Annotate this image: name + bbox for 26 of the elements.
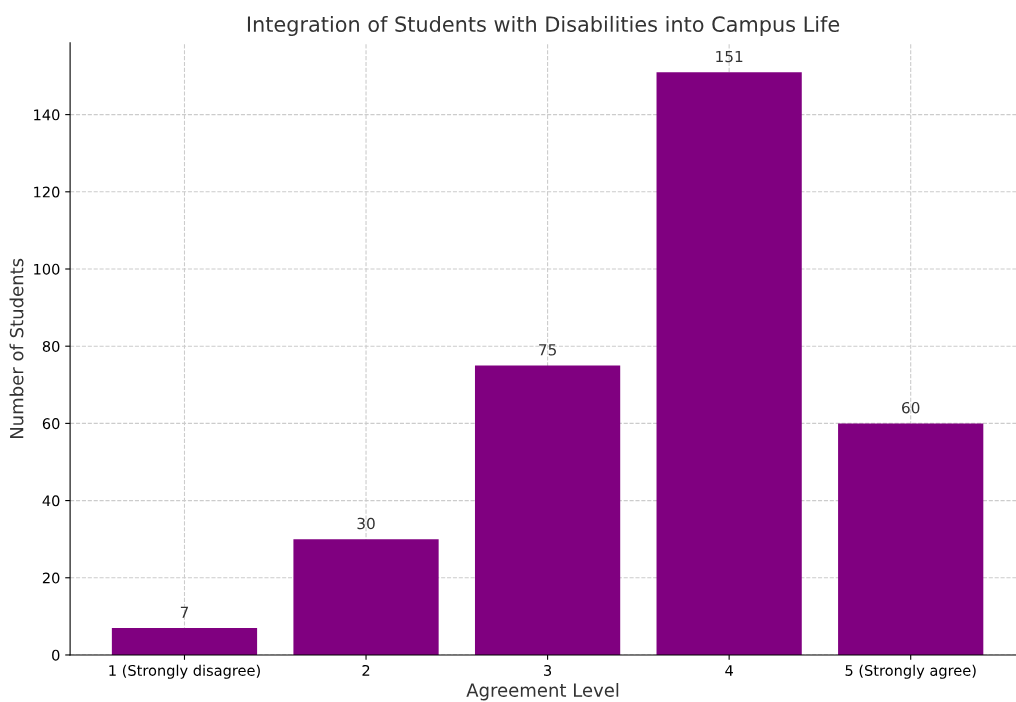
y-tick-label: 60 [42,418,60,430]
bar [474,365,621,655]
x-tick-label: 4 [725,665,733,676]
y-tick-label: 120 [34,186,60,198]
data-label: 60 [902,401,920,414]
y-tick-label: 80 [42,340,60,352]
data-label: 151 [716,50,743,63]
x-axis-title: Agreement Level [466,682,619,701]
y-tick-label: 0 [52,649,60,661]
bar [656,72,802,655]
y-axis-title: Number of Students [9,258,24,439]
x-tick-label: 5 (Strongly agree) [845,664,976,679]
bar [293,539,439,655]
x-tick-label: 1 (Strongly disagree) [109,664,260,679]
chart-title: Integration of Students with Disabilities into Campus Life [247,15,840,37]
bar [111,627,258,655]
data-label: 30 [357,517,375,530]
bar [838,423,984,655]
y-tick-label: 40 [42,495,60,507]
y-tick-label: 140 [34,109,60,121]
y-tick-label: 20 [42,572,60,584]
data-label: 7 [180,606,189,618]
x-tick-label: 3 [544,664,552,676]
x-tick-label: 2 [362,664,370,676]
y-tick-label: 100 [34,263,60,275]
data-label: 75 [539,344,556,356]
